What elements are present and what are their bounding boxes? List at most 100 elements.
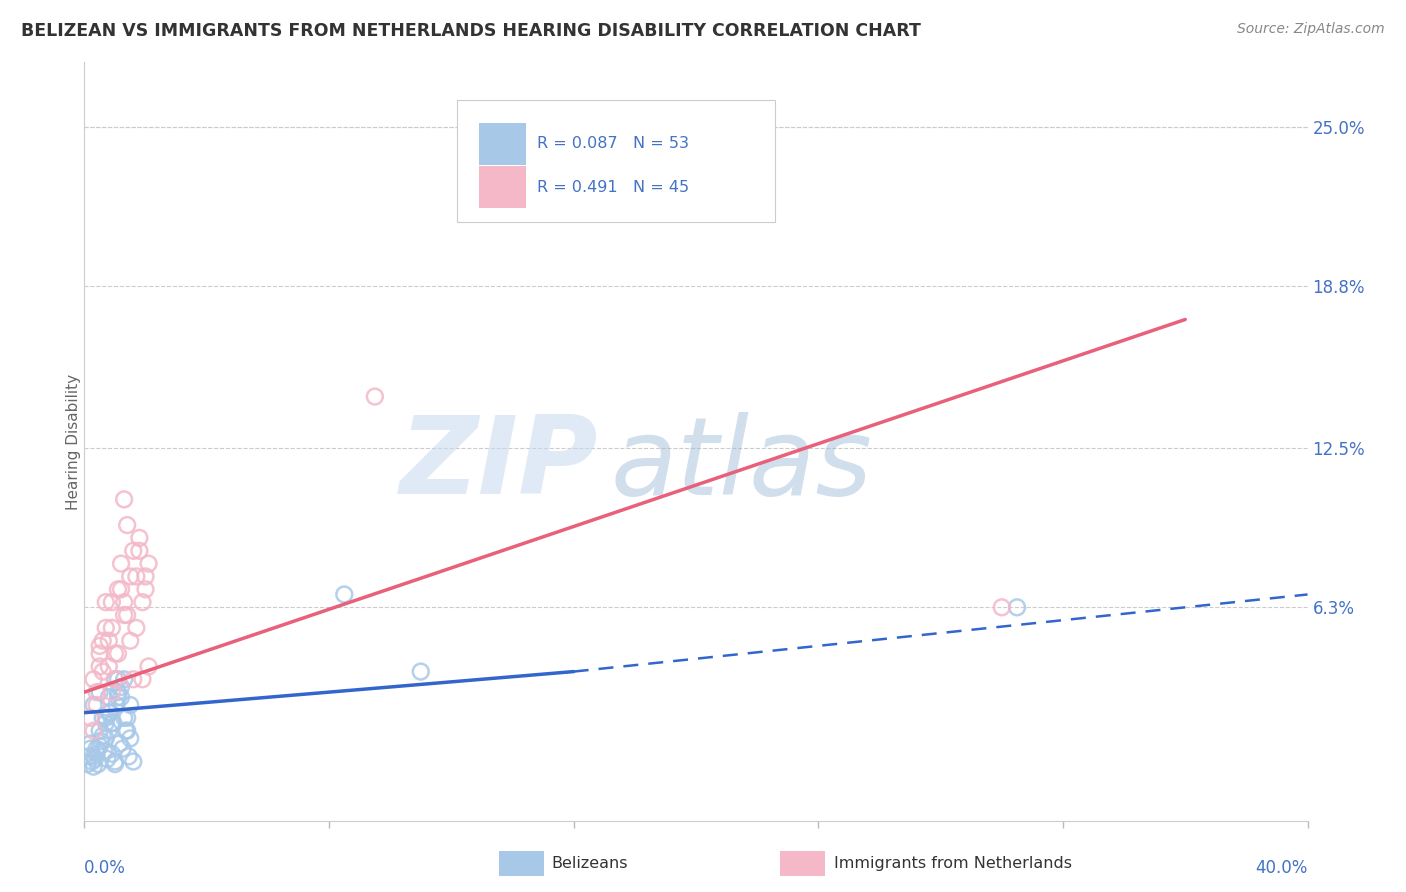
Point — [115, 723, 138, 738]
FancyBboxPatch shape — [479, 123, 526, 165]
Point — [98, 706, 121, 720]
Point — [112, 673, 135, 687]
Text: ZIP: ZIP — [399, 411, 598, 517]
Point — [110, 557, 132, 571]
Point — [79, 711, 101, 725]
Point — [103, 716, 125, 731]
Point — [125, 569, 148, 583]
Point — [128, 543, 150, 558]
Point — [83, 759, 105, 773]
Point — [89, 639, 111, 653]
Point — [122, 673, 145, 687]
Point — [83, 723, 105, 738]
Point — [93, 744, 115, 758]
Point — [83, 673, 105, 687]
Point — [91, 665, 114, 679]
Point — [77, 749, 100, 764]
Point — [79, 737, 101, 751]
Point — [333, 587, 356, 601]
Text: atlas: atlas — [610, 412, 872, 516]
Point — [120, 569, 142, 583]
Point — [101, 685, 124, 699]
Point — [97, 690, 120, 705]
Point — [89, 647, 111, 661]
Point — [122, 755, 145, 769]
Point — [84, 752, 107, 766]
Point — [94, 731, 117, 746]
Point — [135, 582, 157, 597]
Point — [97, 659, 120, 673]
Point — [125, 621, 148, 635]
Text: Belizeans: Belizeans — [551, 856, 627, 871]
Point — [111, 741, 134, 756]
Point — [104, 757, 127, 772]
Text: 0.0%: 0.0% — [84, 859, 127, 877]
Point — [118, 749, 141, 764]
Point — [89, 685, 111, 699]
Text: R = 0.087   N = 53: R = 0.087 N = 53 — [537, 136, 689, 151]
Point — [138, 557, 160, 571]
Point — [115, 607, 138, 622]
Point — [700, 196, 723, 211]
Point — [110, 582, 132, 597]
Point — [101, 716, 124, 731]
Point — [128, 531, 150, 545]
Point — [94, 711, 117, 725]
Point — [97, 633, 120, 648]
Point — [96, 752, 118, 766]
Point — [91, 729, 114, 743]
Point — [76, 757, 98, 772]
FancyBboxPatch shape — [457, 100, 776, 221]
Point — [364, 390, 387, 404]
Point — [107, 690, 129, 705]
Point — [991, 600, 1014, 615]
Point — [107, 673, 129, 687]
Point — [131, 595, 153, 609]
Point — [105, 698, 128, 712]
Point — [86, 685, 108, 699]
Point — [91, 633, 114, 648]
Point — [112, 711, 135, 725]
Point — [131, 673, 153, 687]
Point — [86, 741, 108, 756]
Point — [89, 723, 111, 738]
Point — [90, 734, 112, 748]
Point — [79, 741, 101, 756]
Point — [101, 595, 124, 609]
Point — [115, 711, 138, 725]
Point — [94, 716, 117, 731]
FancyBboxPatch shape — [479, 166, 526, 208]
Point — [107, 582, 129, 597]
Point — [94, 595, 117, 609]
Text: 40.0%: 40.0% — [1256, 859, 1308, 877]
Point — [89, 659, 111, 673]
Point — [115, 518, 138, 533]
Point — [104, 673, 127, 687]
Point — [104, 755, 127, 769]
Point — [83, 698, 105, 712]
Point — [87, 757, 110, 772]
Text: R = 0.491   N = 45: R = 0.491 N = 45 — [537, 180, 689, 195]
Point — [108, 737, 131, 751]
Point — [112, 595, 135, 609]
Point — [97, 706, 120, 720]
Point — [122, 543, 145, 558]
Point — [107, 685, 129, 699]
Text: BELIZEAN VS IMMIGRANTS FROM NETHERLANDS HEARING DISABILITY CORRELATION CHART: BELIZEAN VS IMMIGRANTS FROM NETHERLANDS … — [21, 22, 921, 40]
Point — [1005, 600, 1028, 615]
Point — [97, 723, 120, 738]
Point — [120, 633, 142, 648]
Point — [110, 680, 132, 694]
Point — [112, 492, 135, 507]
Point — [83, 749, 105, 764]
Point — [120, 698, 142, 712]
Point — [80, 755, 103, 769]
Y-axis label: Hearing Disability: Hearing Disability — [66, 374, 80, 509]
Point — [94, 621, 117, 635]
Point — [409, 665, 432, 679]
Point — [120, 731, 142, 746]
Point — [107, 647, 129, 661]
Point — [135, 569, 157, 583]
Text: Immigrants from Netherlands: Immigrants from Netherlands — [834, 856, 1071, 871]
Point — [101, 621, 124, 635]
